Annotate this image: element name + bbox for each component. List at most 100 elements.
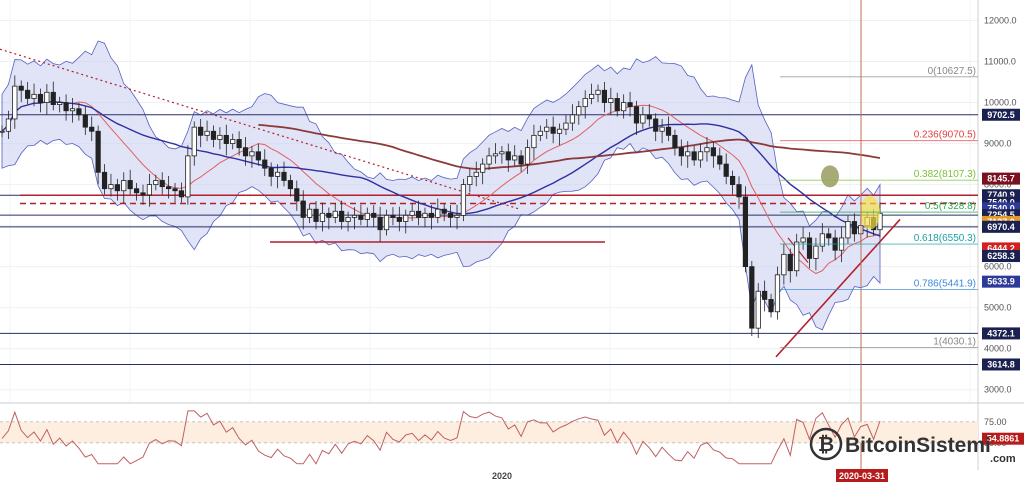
y-tick-label: 5000.0 [984, 303, 1012, 313]
candle-body [223, 134, 229, 144]
candle-body [473, 171, 479, 177]
candle-body [44, 91, 50, 103]
candle-body [210, 130, 217, 140]
candle-body [589, 93, 595, 99]
ma-long-line [258, 123, 881, 170]
candle-body [287, 180, 293, 190]
candle-body [345, 217, 351, 222]
candle-body [499, 151, 505, 155]
candle-body [454, 214, 460, 218]
candle-body [191, 126, 197, 157]
candle-body [723, 163, 729, 177]
candle-body [492, 153, 499, 157]
candle-body [697, 151, 704, 161]
bitcoin-logo-icon [809, 427, 843, 461]
candle-body [133, 188, 140, 194]
price-tag-bg [982, 327, 1020, 340]
candle-body [428, 212, 434, 218]
candle-body [364, 212, 370, 220]
candle-body [556, 128, 563, 134]
y-tick-label: 3000.0 [984, 385, 1012, 395]
price-tag-bg [982, 172, 1020, 185]
ma-mid-line [1, 101, 881, 237]
candle-body [518, 155, 524, 165]
candle-body [101, 171, 108, 190]
candle-body [371, 212, 377, 218]
candle-body [627, 102, 633, 108]
price-tag-label: 6970.4 [987, 222, 1015, 232]
candle-body [845, 221, 851, 239]
candle-body [25, 89, 31, 99]
candle-body [640, 114, 646, 124]
candle-body [736, 184, 742, 198]
candle-body [550, 126, 556, 134]
candle-body [768, 299, 774, 313]
candle-body [403, 214, 409, 222]
watermark-suffix: .com [990, 453, 1016, 465]
candle-body [198, 126, 204, 136]
candle-body [300, 200, 306, 218]
ma-short-line [1, 101, 881, 275]
price-tag-label: 9702.5 [987, 110, 1015, 120]
candle-body [774, 274, 781, 313]
candle-body [512, 155, 518, 161]
candle-body [5, 118, 12, 132]
candle-body [851, 221, 857, 235]
candle-body [307, 208, 313, 218]
candle-body [172, 188, 178, 192]
candle-body [742, 196, 749, 268]
candle-body [633, 106, 640, 124]
fib-level-label: 0.786(5441.9) [914, 279, 976, 290]
candle-body [685, 151, 691, 157]
y-tick-label: 9000.0 [984, 139, 1012, 149]
price-tag-label: 6258.3 [987, 251, 1015, 261]
candle-body [755, 290, 761, 329]
y-tick-label: 4000.0 [984, 344, 1012, 354]
date-marker-label: 2020-03-31 [839, 471, 885, 481]
rsi-tick-label: 75.00 [984, 417, 1007, 427]
candle-body [595, 89, 601, 95]
price-tag-label: 4372.1 [987, 328, 1015, 338]
fib-level-label: 0.236(9070.5) [914, 130, 976, 141]
candle-body [781, 253, 787, 276]
candle-body [326, 212, 332, 218]
rsi-value-tag-bg [982, 432, 1024, 445]
price-tags: 9702.58145.77740.97540.07540.07254.57127… [982, 108, 1020, 371]
candle-body [153, 180, 159, 185]
candle-body [524, 147, 531, 165]
price-tag-bg [982, 108, 1020, 121]
bitcoin-symbol-icon: ₿ [818, 434, 834, 456]
candle-body [178, 190, 185, 198]
candle-body [819, 233, 825, 247]
time-axis: 2020 2020-03-31 [492, 469, 888, 482]
candle-body [358, 214, 364, 220]
candle-body [467, 175, 473, 185]
candle-body [12, 85, 18, 120]
candle-body [69, 108, 76, 112]
watermark-text: BitcoinSistemi [845, 434, 991, 457]
candle-body [31, 93, 37, 99]
candle-body [121, 180, 127, 192]
candle-body [146, 184, 153, 196]
candle-body [159, 180, 165, 188]
candle-body [653, 118, 659, 132]
rising-trendline [775, 218, 901, 358]
candle-body [377, 217, 383, 231]
candle-body [127, 180, 133, 190]
candle-body [563, 122, 569, 130]
y-tick-label: 10000.0 [984, 98, 1017, 108]
price-tag-label: 6444.2 [987, 243, 1015, 253]
price-tag-label: 7740.9 [987, 190, 1015, 200]
candle-body [486, 155, 492, 165]
candle-body [0, 130, 5, 133]
candle-body [242, 147, 249, 157]
candle-body [18, 85, 24, 91]
candle-body [621, 102, 627, 112]
candle-body [794, 241, 800, 272]
y-tick-label: 11000.0 [984, 57, 1016, 67]
price-tag-bg [982, 250, 1020, 263]
candle-body [608, 98, 614, 103]
fib-level-label: 0.382(8107.3) [914, 169, 976, 180]
candle-body [422, 212, 428, 218]
candle-body [576, 106, 582, 116]
